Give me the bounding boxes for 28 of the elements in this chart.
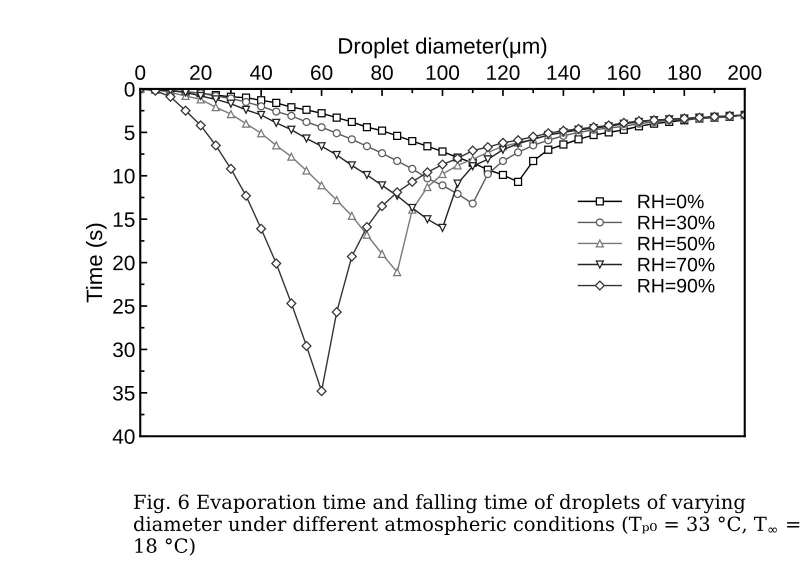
x-tick-label: 40 — [250, 65, 272, 80]
y-tick-label: 10 — [114, 168, 135, 184]
y-tick-label: 15 — [114, 212, 135, 227]
legend-label: RH=70% — [638, 258, 714, 272]
x-axis-title: Droplet diameter(μm) — [339, 37, 546, 58]
legend-label: RH=90% — [638, 278, 714, 293]
text: Fig. 6 Evaporation time and falling time of droplets of varying diameter under different atmospheric conditions (Tₚ₀ = 33 °C, T$_{∞}$ = 18 °C) — [134, 494, 800, 556]
y-tick-label: 5 — [124, 126, 135, 140]
x-tick-label: 20 — [190, 65, 212, 80]
x-tick-label: 80 — [371, 65, 393, 80]
legend-label: RH=50% — [638, 236, 714, 250]
x-tick-label: 0 — [135, 65, 146, 80]
legend-label: RH=30% — [638, 216, 714, 230]
legend-label: RH=0% — [638, 194, 704, 208]
y-tick-label: 0 — [124, 82, 135, 97]
y-tick-label: 40 — [112, 429, 135, 444]
x-tick-label: 180 — [668, 65, 701, 80]
x-tick-label: 100 — [426, 65, 460, 80]
y-tick-label: 25 — [113, 299, 135, 314]
x-tick-label: 160 — [608, 65, 640, 80]
y-tick-label: 35 — [113, 386, 135, 401]
x-tick-label: 140 — [548, 65, 580, 80]
y-axis-title: Time (s) — [86, 224, 107, 302]
x-tick-label: 200 — [728, 65, 762, 80]
x-tick-label: 120 — [487, 65, 520, 80]
x-tick-label: 60 — [311, 65, 332, 80]
y-tick-label: 20 — [113, 256, 135, 270]
y-tick-label: 30 — [113, 342, 135, 358]
